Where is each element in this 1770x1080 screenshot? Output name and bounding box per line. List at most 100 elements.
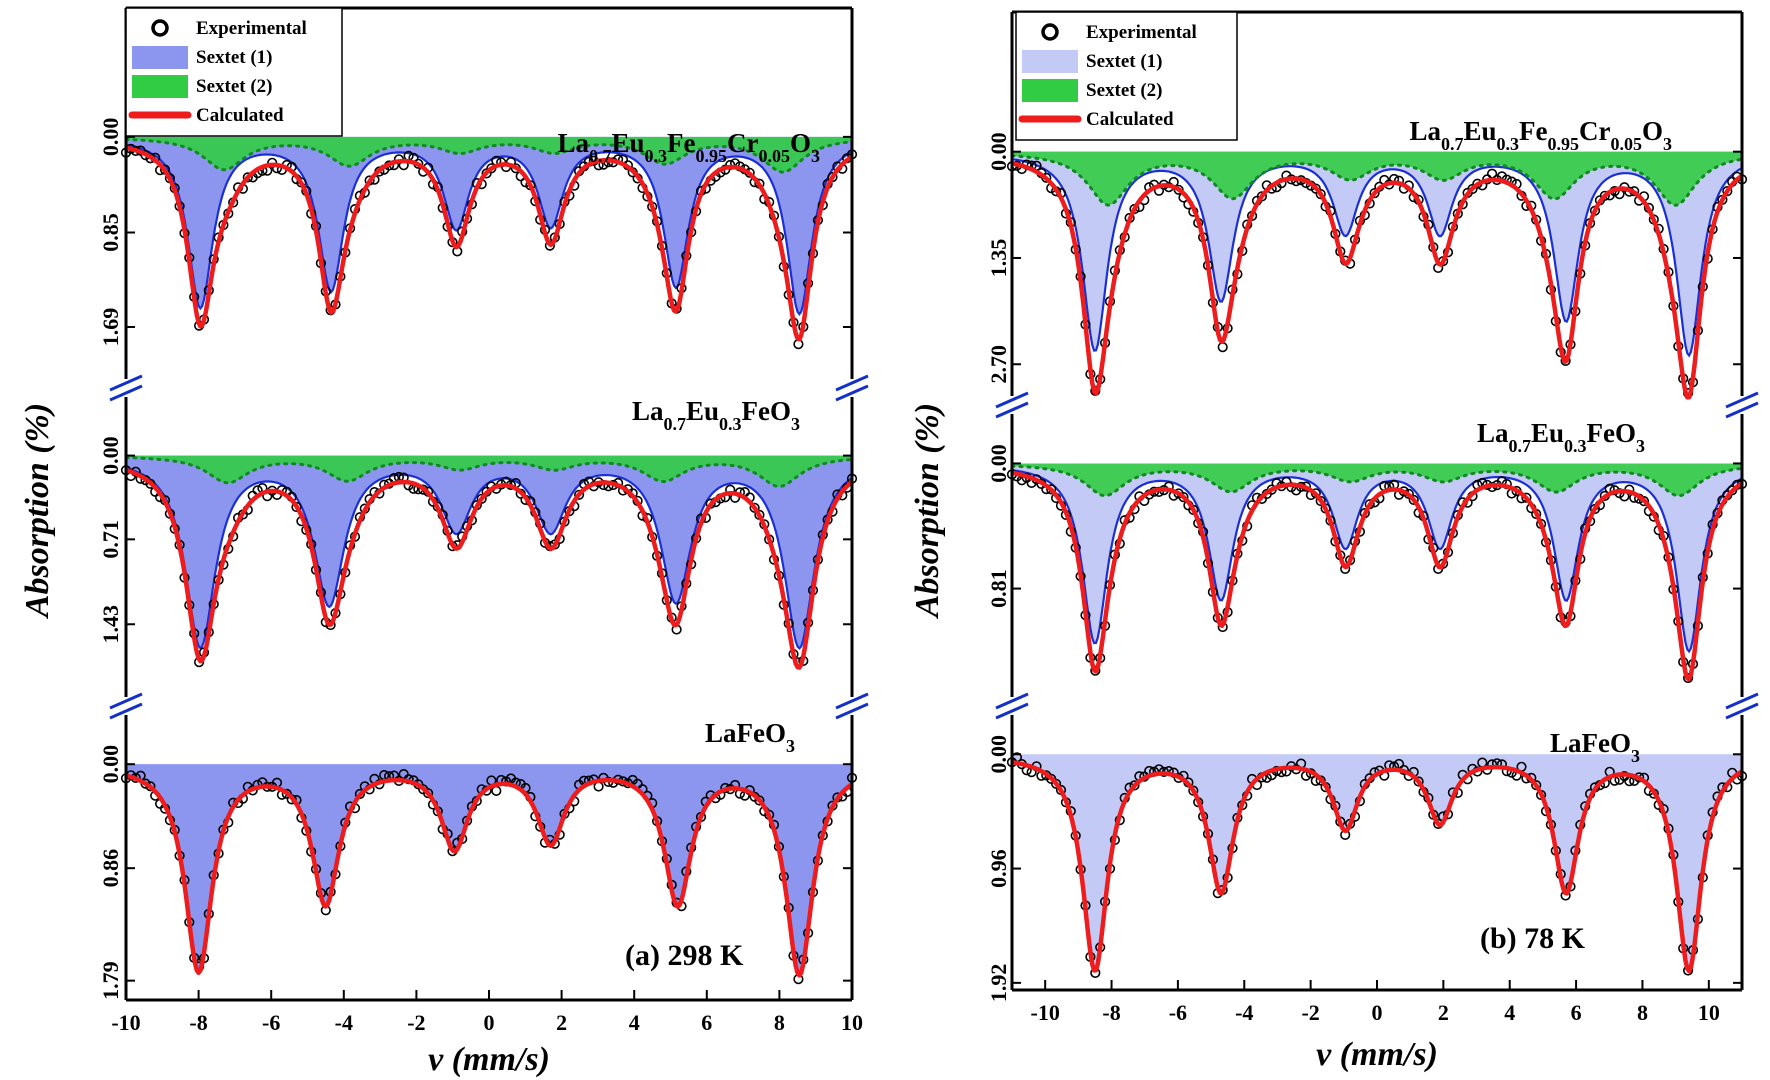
axis-break-mark [1725, 702, 1759, 720]
panel-label: (a) 298 K [625, 939, 744, 972]
legend: Experimental Sextet (1) Sextet (2) Calculat… [1015, 11, 1238, 141]
sextet1-area [1012, 754, 1742, 972]
ytick-label: 0.00 [986, 735, 1011, 774]
experimental-point [1560, 355, 1571, 367]
xtick-label: -8 [189, 1010, 207, 1035]
legend-label: Experimental [1086, 22, 1197, 43]
sextet1-area [126, 764, 852, 976]
sample-label-part: 0.7 [1441, 134, 1464, 154]
experimental-point [145, 478, 156, 489]
sample-label-part: Fe [1519, 116, 1547, 146]
xtick-label: 2 [556, 1010, 567, 1035]
xtick-label: -4 [335, 1010, 353, 1035]
sextet1-line [125, 143, 853, 317]
ytick-label: 1.69 [98, 308, 123, 347]
sample-label-part: 3 [1636, 436, 1645, 456]
axis-break-mark [835, 374, 869, 392]
sample-label-part: 3 [811, 146, 820, 166]
legend-label: Sextet (2) [1086, 80, 1163, 101]
ytick-label: 1.92 [986, 964, 1011, 1003]
legend-symbol-experimental [1041, 23, 1059, 41]
experimental-point [1521, 492, 1532, 503]
experimental-point [242, 172, 253, 183]
ytick-label: 0.00 [986, 444, 1011, 483]
subplot-3: 0.00 0.96 1.92 LaFeO3 [986, 728, 1748, 1003]
legend-symbol-sextet2 [132, 75, 188, 98]
xtick-label: 6 [701, 1010, 712, 1035]
sextet2-area [1012, 463, 1742, 496]
calculated-curve [1011, 161, 1744, 400]
experimental-point [573, 489, 585, 500]
experimental-point [476, 493, 487, 504]
sextet2-line [1010, 154, 1744, 207]
axis-break-mark [109, 702, 143, 720]
sample-label-part: 0.3 [645, 146, 668, 166]
axis-break-mark [1725, 692, 1759, 710]
sextet2-line [124, 137, 854, 174]
ytick-label: 1.35 [986, 239, 1011, 278]
sample-label-part: La [632, 396, 664, 426]
xtick-label: 10 [841, 1010, 863, 1035]
legend-label: Sextet (2) [196, 76, 273, 97]
legend-label: Sextet (1) [196, 47, 273, 68]
sextet2-line [124, 456, 854, 489]
axis-break-mark [1725, 391, 1759, 409]
xtick-label: 8 [774, 1010, 785, 1035]
sample-label-part: LaFeO [705, 718, 786, 748]
experimental-point [1178, 492, 1189, 503]
chart-panel-a: 0.000.851.69La0.7Eu0.3Fe0.95Cr0.05O30.00… [19, 6, 869, 1078]
ytick-label: 0.00 [98, 745, 123, 784]
calculated-curve [125, 467, 854, 670]
calculated-curve [1011, 470, 1744, 682]
legend-label: Experimental [196, 18, 307, 39]
sample-label-part: O [790, 128, 811, 158]
subplot-1: 0.00 0.85 1.69 La0.7Eu0.3Fe0.95Cr0.05O3 [98, 118, 858, 350]
ytick-label: 0.71 [98, 520, 123, 559]
sextet1-area [1012, 151, 1742, 356]
sample-label-part: FeO [1587, 418, 1636, 448]
sample-label: LaFeO3 [1550, 728, 1640, 766]
sample-label-part: 0.95 [696, 146, 728, 166]
experimental-point [1256, 191, 1267, 202]
subplot-3: 0.00 0.86 1.79 LaFeO3 [98, 718, 858, 1000]
sample-label: La0.7Eu0.3FeO3 [632, 396, 800, 434]
xtick-label: -2 [1301, 1000, 1319, 1025]
sample-label-part: 0.3 [1564, 436, 1587, 456]
axis-break-mark [995, 692, 1029, 710]
experimental-point [1369, 188, 1380, 199]
experimental-point [749, 502, 760, 513]
legend-symbol-sextet2 [1022, 79, 1078, 102]
sample-label-part: 0.3 [1497, 134, 1520, 154]
ytick-label: 0.00 [98, 436, 123, 475]
xtick-label: 0 [1372, 1000, 1383, 1025]
sample-label-part: 3 [1631, 746, 1640, 766]
calculated-curve [1011, 759, 1744, 974]
x-axis-title: v (mm/s) [1316, 1036, 1438, 1073]
ytick-label: 0.00 [98, 118, 123, 157]
legend-symbol-sextet1 [1022, 50, 1078, 73]
y-axis-title: Absorption (%) [19, 403, 56, 619]
axis-break-mark [835, 692, 869, 710]
sample-label: La0.7Eu0.3FeO3 [1477, 418, 1645, 456]
experimental-point [1599, 190, 1610, 201]
sample-label-part: LaFeO [1550, 728, 1631, 758]
sample-label-part: 0.05 [758, 146, 790, 166]
sample-label: LaFeO3 [705, 718, 795, 756]
ytick-label: 1.43 [98, 605, 123, 644]
experimental-point [1722, 186, 1733, 197]
sample-label-part: Cr [1579, 116, 1610, 146]
subplot-1: 0.00 1.35 2.70 La0.7Eu0.3Fe0.95Cr0.05O3 [986, 116, 1748, 400]
axis-break-mark [109, 374, 143, 392]
sample-label-part: 0.7 [1508, 436, 1531, 456]
sample-label: La0.7Eu0.3Fe0.95Cr0.05O3 [1409, 116, 1672, 154]
sample-label-part: Eu [1463, 116, 1496, 146]
xtick-label: 6 [1571, 1000, 1582, 1025]
sample-label-part: 0.7 [663, 414, 686, 434]
calculated-curve [125, 145, 854, 342]
experimental-point [1413, 776, 1424, 787]
axis-break-mark [995, 401, 1029, 419]
legend-symbol-sextet1 [132, 46, 188, 69]
axis-break-mark [995, 702, 1029, 720]
